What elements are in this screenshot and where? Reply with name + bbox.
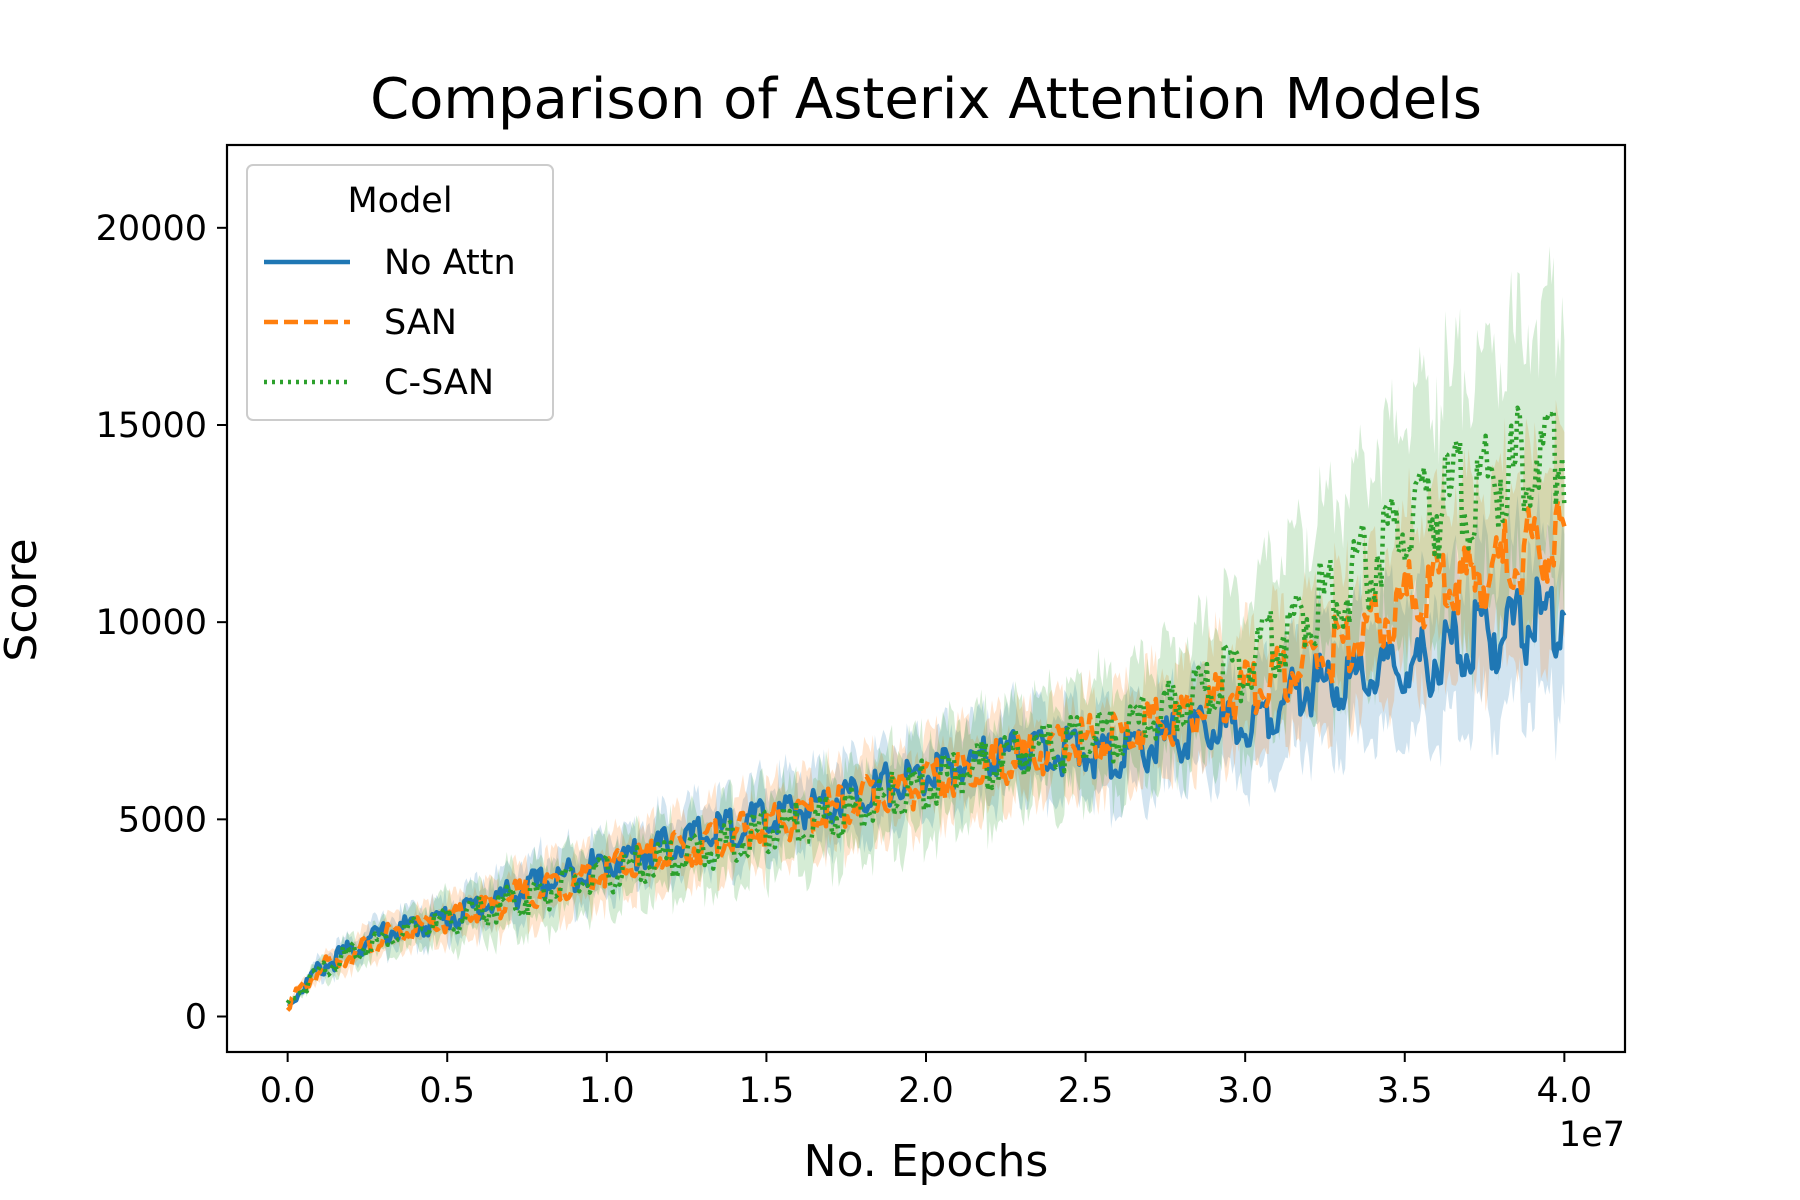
y-axis-ticks: 0 5000 10000 15000 20000 [96, 209, 227, 1038]
x-tick-label: 4.0 [1537, 1071, 1593, 1111]
x-tick-label: 0.5 [419, 1071, 475, 1111]
legend-title: Model [347, 181, 452, 221]
y-tick-label: 10000 [96, 603, 207, 643]
y-axis-label: Score [0, 538, 47, 661]
legend-box [246, 164, 554, 421]
x-tick-label: 1.5 [739, 1071, 795, 1111]
y-tick-label: 20000 [96, 209, 207, 249]
x-axis-offset-label: 1e7 [1559, 1115, 1625, 1155]
x-tick-label: 2.0 [898, 1071, 954, 1111]
legend-label-no-attn: No Attn [384, 243, 516, 283]
x-tick-label: 3.0 [1217, 1071, 1273, 1111]
series-line-c-san [285, 405, 1567, 1005]
y-tick-label: 5000 [118, 800, 207, 840]
legend: Model No Attn SAN C-SAN [246, 164, 554, 421]
y-tick-label: 15000 [96, 406, 207, 446]
x-axis-label: No. Epochs [804, 1136, 1049, 1187]
series-line-san [285, 498, 1567, 1012]
y-tick-label: 0 [185, 998, 207, 1038]
x-tick-label: 3.5 [1377, 1071, 1433, 1111]
x-tick-label: 0.0 [260, 1071, 316, 1111]
legend-entries: No Attn SAN C-SAN [264, 243, 516, 403]
series-lines [285, 405, 1567, 1012]
legend-label-san: SAN [384, 303, 457, 343]
chart-title: Comparison of Asterix Attention Models [370, 67, 1482, 132]
x-axis-ticks: 0.0 0.5 1.0 1.5 2.0 2.5 3.0 3.5 4.0 [260, 1052, 1592, 1111]
x-tick-label: 1.0 [579, 1071, 635, 1111]
legend-label-c-san: C-SAN [384, 363, 494, 403]
x-tick-label: 2.5 [1058, 1071, 1114, 1111]
